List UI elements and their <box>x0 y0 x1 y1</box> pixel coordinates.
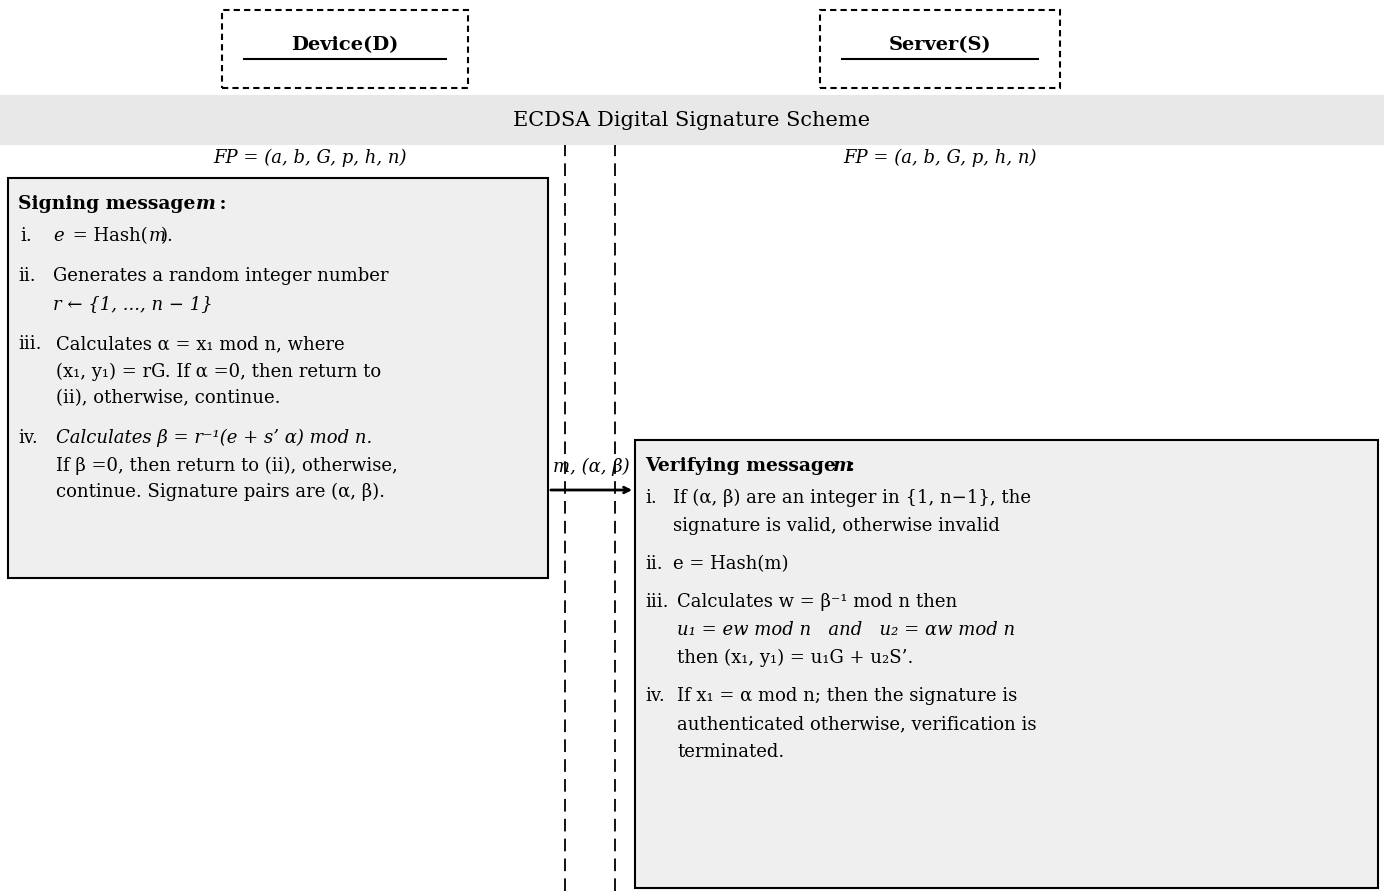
FancyBboxPatch shape <box>8 178 548 578</box>
Text: If β =0, then return to (ii), otherwise,: If β =0, then return to (ii), otherwise, <box>55 457 397 475</box>
Text: e: e <box>53 227 64 245</box>
Text: :: : <box>847 457 854 475</box>
Text: ).: ). <box>161 227 174 245</box>
Text: m: m <box>149 227 166 245</box>
Text: FP = (a, b, G, p, h, n): FP = (a, b, G, p, h, n) <box>213 149 407 168</box>
Text: i.: i. <box>645 489 657 507</box>
Text: continue. Signature pairs are (α, β).: continue. Signature pairs are (α, β). <box>55 483 385 501</box>
Bar <box>0 95 1384 145</box>
Text: m: m <box>833 457 853 475</box>
Text: :: : <box>213 195 227 213</box>
Text: (x₁, y₁) = rG. If α =0, then return to: (x₁, y₁) = rG. If α =0, then return to <box>55 363 381 381</box>
Text: If (α, β) are an integer in {1, n−1}, the: If (α, β) are an integer in {1, n−1}, th… <box>673 489 1031 507</box>
Text: then (x₁, y₁) = u₁G + u₂S’.: then (x₁, y₁) = u₁G + u₂S’. <box>677 649 913 668</box>
Text: ECDSA Digital Signature Scheme: ECDSA Digital Signature Scheme <box>513 110 871 130</box>
Text: iii.: iii. <box>18 335 42 353</box>
Text: Server(S): Server(S) <box>889 36 991 54</box>
Text: Generates a random integer number: Generates a random integer number <box>53 267 389 285</box>
Text: Signing message: Signing message <box>18 195 202 213</box>
Text: signature is valid, otherwise invalid: signature is valid, otherwise invalid <box>673 517 999 535</box>
Text: r ← {1, ..., n − 1}: r ← {1, ..., n − 1} <box>53 295 213 313</box>
Text: Calculates w = β⁻¹ mod n then: Calculates w = β⁻¹ mod n then <box>677 593 958 611</box>
Text: If x₁ = α mod n; then the signature is: If x₁ = α mod n; then the signature is <box>677 687 1017 705</box>
Text: Verifying message: Verifying message <box>645 457 843 475</box>
Text: (ii), otherwise, continue.: (ii), otherwise, continue. <box>55 389 281 407</box>
Text: Calculates α = x₁ mod n, where: Calculates α = x₁ mod n, where <box>55 335 345 353</box>
Text: ii.: ii. <box>645 555 663 573</box>
Text: iv.: iv. <box>18 429 37 447</box>
Text: ii.: ii. <box>18 267 36 285</box>
FancyBboxPatch shape <box>819 10 1060 88</box>
Text: FP = (a, b, G, p, h, n): FP = (a, b, G, p, h, n) <box>843 149 1037 168</box>
Text: Calculates β = r⁻¹(e + s’ α) mod n.: Calculates β = r⁻¹(e + s’ α) mod n. <box>55 429 372 447</box>
Text: m: m <box>197 195 216 213</box>
Text: i.: i. <box>19 227 32 245</box>
Text: terminated.: terminated. <box>677 743 785 761</box>
FancyBboxPatch shape <box>221 10 468 88</box>
FancyBboxPatch shape <box>635 440 1378 888</box>
Text: authenticated otherwise, verification is: authenticated otherwise, verification is <box>677 715 1037 733</box>
Text: m, (α, β): m, (α, β) <box>554 458 630 476</box>
Text: Device(D): Device(D) <box>291 36 399 54</box>
Text: iv.: iv. <box>645 687 664 705</box>
Text: u₁ = ew mod n   and   u₂ = αw mod n: u₁ = ew mod n and u₂ = αw mod n <box>677 621 1014 639</box>
Text: e = Hash(m): e = Hash(m) <box>673 555 789 573</box>
Text: = Hash(: = Hash( <box>66 227 148 245</box>
Text: iii.: iii. <box>645 593 668 611</box>
